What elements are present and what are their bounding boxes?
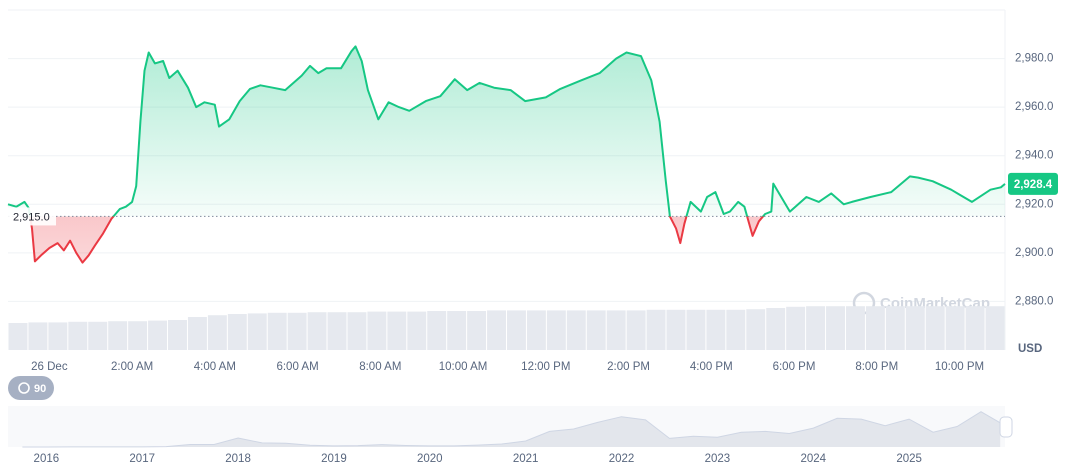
volume-bar <box>88 321 108 350</box>
y-tick-label: 2,940.0 <box>1015 150 1053 162</box>
volume-bar <box>227 314 247 350</box>
volume-bar <box>48 322 68 350</box>
volume-bar <box>865 306 885 350</box>
volume-bar <box>586 310 606 350</box>
volume-bar <box>965 306 985 350</box>
x-tick-label: 6:00 PM <box>773 361 816 373</box>
x-tick-label: 4:00 AM <box>194 361 236 373</box>
volume-bar <box>108 321 128 350</box>
x-tick-label: 8:00 PM <box>855 361 898 373</box>
x-tick-label: 10:00 AM <box>439 361 488 373</box>
currency-label: USD <box>1018 343 1042 355</box>
volume-bar <box>845 306 865 350</box>
volume-bar <box>726 309 746 350</box>
price-line <box>7 45 1006 264</box>
volume-bar <box>666 309 686 350</box>
volume-bar <box>207 315 227 350</box>
volume-bar <box>626 310 646 350</box>
y-tick-label: 2,980.0 <box>1015 53 1053 65</box>
volume-bar <box>387 311 407 350</box>
volume-bar <box>606 310 626 350</box>
navigator-year-label: 2018 <box>225 453 251 465</box>
navigator-year-label: 2025 <box>896 453 922 465</box>
volume-bar <box>766 308 786 350</box>
area-fill <box>8 46 1005 263</box>
volume-bar <box>686 309 706 350</box>
x-tick-label: 8:00 AM <box>359 361 401 373</box>
current-price-label: 2,928.4 <box>1014 179 1053 191</box>
volume-bar <box>786 306 806 350</box>
y-tick-label: 2,960.0 <box>1015 101 1053 113</box>
volume-bar <box>945 306 965 350</box>
x-tick-label: 26 Dec <box>31 361 68 373</box>
volume-bar <box>507 310 526 350</box>
volume-bar <box>885 306 905 350</box>
y-tick-label: 2,880.0 <box>1015 295 1053 307</box>
volume-bar <box>168 320 187 350</box>
navigator-year-label: 2020 <box>417 453 443 465</box>
baseline-label-bg <box>8 207 56 226</box>
volume-bar <box>8 323 28 350</box>
volume-bar <box>746 309 766 350</box>
navigator-year-label: 2016 <box>34 453 60 465</box>
volume-bar <box>646 309 666 350</box>
volume-bar <box>447 311 467 350</box>
volume-bar <box>287 312 307 350</box>
volume-bar <box>985 306 1005 350</box>
navigator-year-label: 2017 <box>129 453 155 465</box>
volume-bar <box>28 322 48 350</box>
volume-bar <box>826 306 845 350</box>
range-badge-text[interactable]: 90 <box>34 383 46 395</box>
navigator-line <box>22 411 1001 448</box>
volume-bar <box>526 310 546 350</box>
navigator-area <box>22 411 1001 447</box>
volume-bar <box>467 311 487 350</box>
volume-bar <box>148 320 168 350</box>
volume-bar <box>806 306 826 350</box>
volume-bar <box>128 321 148 350</box>
x-tick-label: 6:00 AM <box>276 361 318 373</box>
volume-bar <box>546 310 566 350</box>
volume-bar <box>706 309 726 350</box>
y-tick-label: 2,900.0 <box>1015 247 1053 259</box>
x-tick-label: 10:00 PM <box>935 361 984 373</box>
volume-bar <box>327 312 347 350</box>
navigator-handle[interactable] <box>999 416 1013 438</box>
volume-bar <box>347 312 367 350</box>
volume-bar <box>247 313 267 350</box>
x-tick-label: 2:00 AM <box>111 361 153 373</box>
current-price-badge <box>1008 172 1058 195</box>
navigator-year-label: 2022 <box>609 453 635 465</box>
navigator-year-label: 2024 <box>800 453 826 465</box>
y-tick-label: 2,920.0 <box>1015 198 1053 210</box>
volume-bar <box>566 310 586 350</box>
range-badge[interactable] <box>8 376 54 400</box>
navigator-year-label: 2019 <box>321 453 347 465</box>
navigator-year-label: 2021 <box>513 453 539 465</box>
baseline-label: 2,915.0 <box>13 211 50 223</box>
volume-bar <box>905 306 925 350</box>
volume-bar <box>267 312 287 350</box>
volume-bar <box>407 311 427 350</box>
volume-bar <box>187 317 207 350</box>
volume-bar <box>307 312 327 350</box>
x-tick-label: 2:00 PM <box>607 361 650 373</box>
volume-bar <box>68 321 88 350</box>
volume-bar <box>367 311 387 350</box>
volume-bar <box>487 310 506 350</box>
history-icon <box>18 382 30 394</box>
x-tick-label: 12:00 PM <box>521 361 570 373</box>
navigator-year-label: 2023 <box>705 453 731 465</box>
volume-bar <box>427 311 447 350</box>
volume-bar <box>925 306 945 350</box>
x-tick-label: 4:00 PM <box>690 361 733 373</box>
